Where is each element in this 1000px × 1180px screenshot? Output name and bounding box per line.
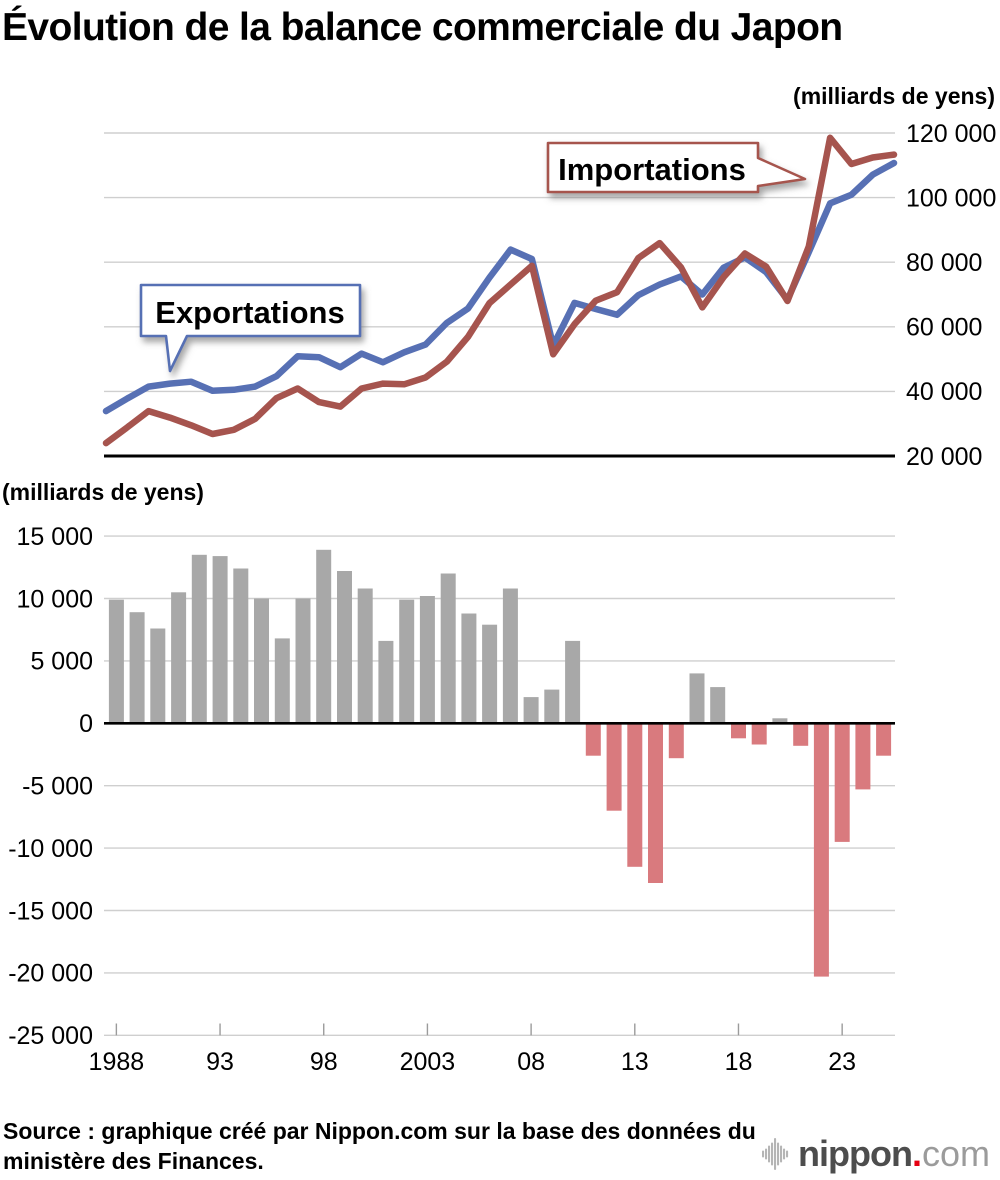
imports-line — [102, 134, 898, 447]
balance-bar-2012 — [606, 723, 622, 811]
equalizer-bar — [768, 1145, 771, 1163]
balance-bar-1991 — [171, 592, 187, 724]
bottom-y-tick-label: -5 000 — [22, 772, 93, 800]
balance-bar-2019 — [751, 723, 767, 745]
x-tick-label-2013: 13 — [621, 1048, 649, 1076]
x-tick-label-2003: 2003 — [400, 1048, 456, 1076]
bottom-y-tick-label: 10 000 — [17, 585, 93, 613]
balance-bar-1995 — [254, 598, 269, 724]
balance-bar-2016 — [689, 673, 705, 724]
equalizer-bars-icon — [762, 1138, 789, 1170]
bar-chart-trade-balance: 15 000 10 000 5 000 0 -5 000 -10 000 -15 000 -2… — [8, 523, 895, 1076]
top-y-tick-label: 60 000 — [906, 314, 982, 342]
line-chart-exports-imports: 120 000 100 000 80 000 60 000 40 000 20 000 Ex… — [102, 120, 996, 471]
balance-bar-2013 — [627, 723, 643, 867]
x-tick-label-1998: 98 — [310, 1048, 338, 1076]
x-tick-label-2023: 23 — [828, 1048, 856, 1076]
logo-word-com: com — [921, 1133, 990, 1174]
balance-bar-1999 — [337, 571, 352, 724]
balance-bar-1997 — [295, 598, 311, 724]
equalizer-bar — [786, 1150, 789, 1158]
balance-bar-1990 — [150, 628, 166, 724]
equalizer-bar — [783, 1148, 786, 1160]
top-y-tick-label: 120 000 — [906, 120, 996, 148]
importations-callout-bubble — [546, 141, 807, 194]
equalizer-bar — [780, 1145, 783, 1163]
bottom-axis-unit-label: (milliards de yens) — [2, 479, 204, 505]
nippon-com-wordmark: nippon.com — [798, 1134, 990, 1174]
balance-bar-1996 — [274, 638, 290, 724]
source-line-2: ministère des Finances. — [3, 1148, 264, 1174]
balance-bar-1989 — [129, 612, 145, 724]
top-y-tick-label: 40 000 — [906, 378, 982, 406]
balance-bar-2024 — [855, 723, 871, 790]
bottom-y-tick-label: 15 000 — [17, 523, 93, 551]
bottom-y-tick-label: -15 000 — [8, 897, 93, 925]
balance-bar-2001 — [378, 640, 394, 724]
balance-bar-2018 — [731, 723, 746, 739]
balance-bar-2006 — [482, 624, 498, 724]
balance-bar-2008 — [523, 697, 539, 724]
balance-bar-2022 — [813, 723, 829, 977]
logo-word-nippon: nippon — [798, 1133, 913, 1174]
balance-bar-2005 — [461, 613, 477, 724]
importations-callout-label: Importations — [558, 152, 746, 187]
balance-bar-2002 — [399, 599, 415, 724]
balance-bar-2015 — [668, 723, 684, 759]
bottom-y-tick-label: 0 — [79, 710, 93, 738]
balance-bar-2023 — [834, 723, 850, 842]
balance-bar-2014 — [648, 723, 663, 883]
x-tick-label-1988: 1988 — [89, 1048, 145, 1076]
equalizer-bar — [771, 1142, 774, 1166]
logo-red-dot: . — [911, 1133, 922, 1174]
balance-bar-1998 — [316, 549, 332, 724]
equalizer-bar — [777, 1142, 780, 1166]
x-tick-label-1993: 93 — [206, 1048, 234, 1076]
source-line-1: Source : graphique créé par Nippon.com s… — [3, 1118, 756, 1144]
balance-bar-1993 — [212, 556, 228, 724]
x-tick-label-2008: 08 — [517, 1048, 545, 1076]
page-title: Évolution de la balance commerciale du J… — [2, 6, 843, 49]
nippon-com-logo: nippon.com — [762, 1134, 990, 1174]
balance-bar-2000 — [357, 588, 373, 724]
source-note: Source : graphique créé par Nippon.com s… — [3, 1116, 783, 1176]
top-y-tick-label: 80 000 — [906, 249, 982, 277]
balance-bar-2017 — [710, 687, 726, 724]
balance-bar-2021 — [793, 723, 809, 746]
bottom-y-tick-label: -25 000 — [8, 1022, 93, 1050]
balance-bar-2003 — [419, 596, 435, 724]
balance-bar-2020 — [772, 718, 788, 724]
balance-bar-2004 — [440, 573, 456, 724]
balance-bar-2007 — [502, 588, 518, 724]
balance-bar-2011 — [585, 723, 601, 756]
balance-bar-2010 — [565, 640, 581, 724]
top-y-tick-label: 20 000 — [906, 443, 982, 471]
balance-bar-2025 — [876, 723, 892, 756]
balance-bar-1988 — [108, 599, 124, 724]
x-tick-label-2018: 18 — [725, 1048, 753, 1076]
exports-line — [102, 159, 898, 415]
top-y-tick-label: 100 000 — [906, 184, 996, 212]
exportations-callout-bubble — [139, 283, 362, 373]
equalizer-bar — [774, 1138, 777, 1170]
exportations-callout-label: Exportations — [155, 295, 344, 330]
balance-bar-2009 — [544, 689, 560, 724]
balance-bar-1992 — [191, 554, 207, 724]
top-axis-unit-label: (milliards de yens) — [793, 83, 995, 109]
equalizer-bar — [765, 1148, 768, 1160]
bottom-y-tick-label: -20 000 — [8, 960, 93, 988]
equalizer-bar — [762, 1150, 765, 1158]
bottom-y-tick-label: 5 000 — [30, 648, 93, 676]
bottom-y-tick-label: -10 000 — [8, 835, 93, 863]
balance-bar-1994 — [233, 568, 249, 724]
